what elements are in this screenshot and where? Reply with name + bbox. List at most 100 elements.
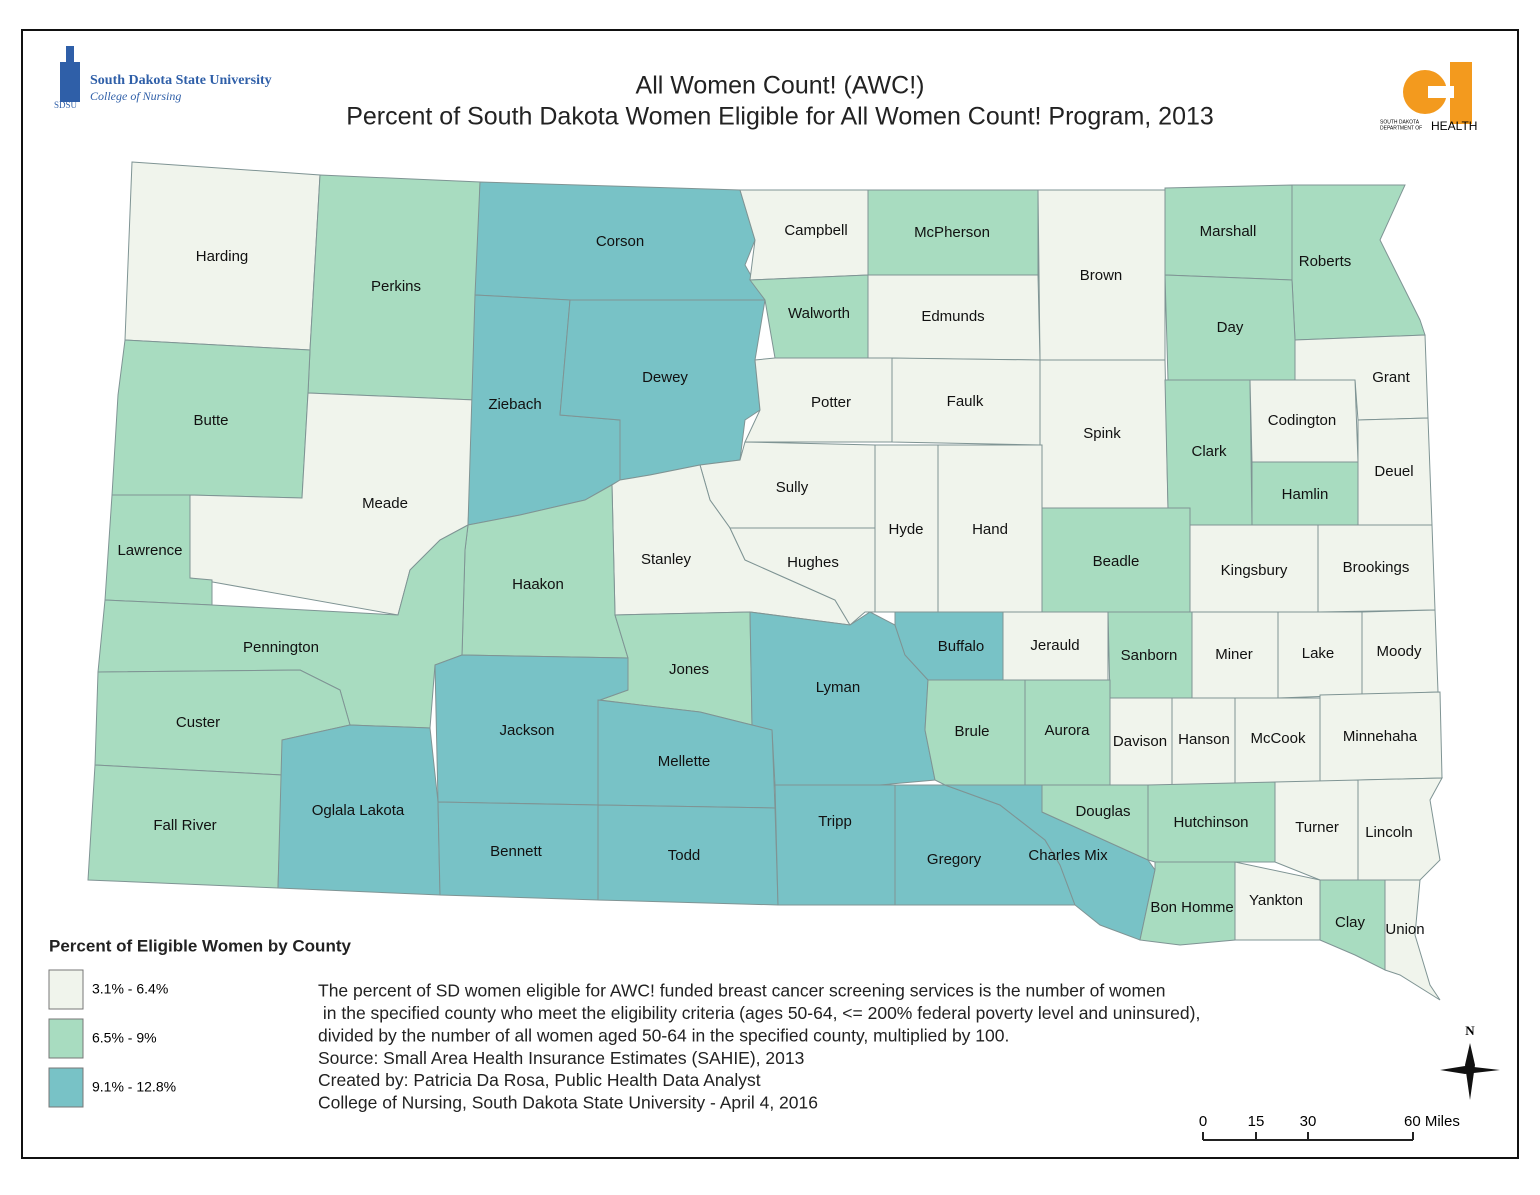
county-label: Hughes (787, 554, 839, 571)
legend-label: 9.1% - 12.8% (92, 1079, 176, 1095)
county-label: Sully (776, 479, 809, 496)
county-label: Harding (196, 248, 249, 265)
legend: 3.1% - 6.4% 6.5% - 9% 9.1% - 12.8% (48, 969, 176, 1108)
county-label: Ziebach (488, 396, 541, 413)
county-label: Lake (1302, 645, 1335, 662)
county-label: McCook (1250, 730, 1306, 747)
county-label: Sanborn (1121, 647, 1178, 664)
sdsu-logo: South Dakota State University College of… (54, 46, 272, 110)
legend-label: 6.5% - 9% (92, 1030, 157, 1046)
county-label: Roberts (1299, 253, 1352, 270)
legend-label: 3.1% - 6.4% (92, 981, 168, 997)
county-label: Jerauld (1030, 637, 1079, 654)
county-label: Marshall (1200, 223, 1257, 240)
scale-label: 15 (1248, 1113, 1265, 1130)
county-label: Beadle (1093, 553, 1140, 570)
logo-tower (60, 62, 80, 102)
county-label: Deuel (1374, 463, 1413, 480)
county-label: Yankton (1249, 892, 1303, 909)
legend-title: Percent of Eligible Women by County (49, 936, 351, 955)
county-label: Bon Homme (1150, 899, 1233, 916)
county-label: McPherson (914, 224, 990, 241)
east-west-needle (1440, 1066, 1500, 1074)
logo-name: South Dakota State University (90, 73, 272, 88)
note-line: in the specified county who meet the eli… (318, 1003, 1200, 1023)
county-label: Gregory (927, 851, 982, 868)
county-label: Stanley (641, 551, 692, 568)
legend-swatch (48, 1018, 84, 1059)
county-label: Hyde (888, 521, 923, 538)
north-label: N (1465, 1023, 1475, 1038)
county-label: Perkins (371, 278, 421, 295)
logo-spire (66, 46, 74, 64)
note-line: Source: Small Area Health Insurance Esti… (318, 1048, 804, 1068)
county-label: Buffalo (938, 638, 984, 655)
subtitle: Percent of South Dakota Women Eligible f… (346, 103, 1214, 131)
notes: The percent of SD women eligible for AWC… (318, 981, 1200, 1113)
note-line: Created by: Patricia Da Rosa, Public Hea… (318, 1070, 761, 1090)
county-label: Lawrence (117, 542, 182, 559)
note-line: The percent of SD women eligible for AWC… (318, 981, 1166, 1001)
county-label: Spink (1083, 425, 1121, 442)
county-label: Hutchinson (1173, 814, 1248, 831)
county-label: Kingsbury (1221, 562, 1288, 579)
county (1319, 879, 1386, 971)
county-label: Clay (1335, 914, 1366, 931)
logo-line3: HEALTH (1431, 119, 1477, 133)
scale-label: 0 (1199, 1113, 1207, 1130)
logo-bar (1450, 62, 1472, 124)
county-label: Tripp (818, 813, 852, 830)
county-label: Minnehaha (1343, 728, 1418, 745)
logo-line2: DEPARTMENT OF (1380, 125, 1422, 131)
scale-label: 30 (1300, 1113, 1317, 1130)
scale-labels: 0 15 30 60 Miles (1199, 1113, 1460, 1140)
county-label: Bennett (490, 843, 543, 860)
county-label: Oglala Lakota (312, 802, 405, 819)
county (774, 784, 896, 906)
county-label: Turner (1295, 819, 1339, 836)
legend-swatch (48, 969, 84, 1010)
logo-abbr: SDSU (54, 100, 78, 110)
logo-gap (1428, 86, 1454, 98)
county-label: Hand (972, 521, 1008, 538)
county (1384, 879, 1441, 1001)
county-label: Meade (362, 495, 408, 512)
logo-unit: College of Nursing (90, 89, 181, 103)
county-label: Edmunds (921, 308, 984, 325)
county-label: Grant (1372, 369, 1410, 386)
county-label: Clark (1191, 443, 1227, 460)
county-label: Lincoln (1365, 824, 1413, 841)
county-label: Corson (596, 233, 644, 250)
county-label: Day (1217, 319, 1244, 336)
county-label: Walworth (788, 305, 850, 322)
county-label: Dewey (642, 369, 688, 386)
county-label: Brown (1080, 267, 1123, 284)
north-arrow: N (1440, 1023, 1500, 1100)
county-label: Davison (1113, 733, 1167, 750)
county-label: Miner (1215, 646, 1253, 663)
county-label: Jones (669, 661, 709, 678)
county-label: Moody (1376, 643, 1422, 660)
county-label: Brookings (1343, 559, 1410, 576)
legend-swatch (48, 1067, 84, 1108)
county-label: Charles Mix (1028, 847, 1108, 864)
county-label: Pennington (243, 639, 319, 656)
county-label: Jackson (499, 722, 554, 739)
county-label: Union (1385, 921, 1424, 938)
county-label: Butte (193, 412, 228, 429)
county-label: Aurora (1044, 722, 1090, 739)
county-label: Mellette (658, 753, 711, 770)
county-label: Faulk (947, 393, 984, 410)
county-label: Campbell (784, 222, 847, 239)
county-label: Todd (668, 847, 701, 864)
logo-circle (1403, 70, 1447, 114)
county-label: Fall River (153, 817, 216, 834)
counties: Harding Perkins Corson Campbell McPherson Bro… (87, 161, 1443, 1001)
note-line: divided by the number of all women aged … (318, 1025, 1009, 1045)
note-line: College of Nursing, South Dakota State U… (318, 1093, 818, 1113)
county-label: Hanson (1178, 731, 1230, 748)
county-label: Custer (176, 714, 220, 731)
doh-logo: SOUTH DAKOTA DEPARTMENT OF HEALTH (1380, 62, 1477, 133)
county-label: Haakon (512, 576, 564, 593)
